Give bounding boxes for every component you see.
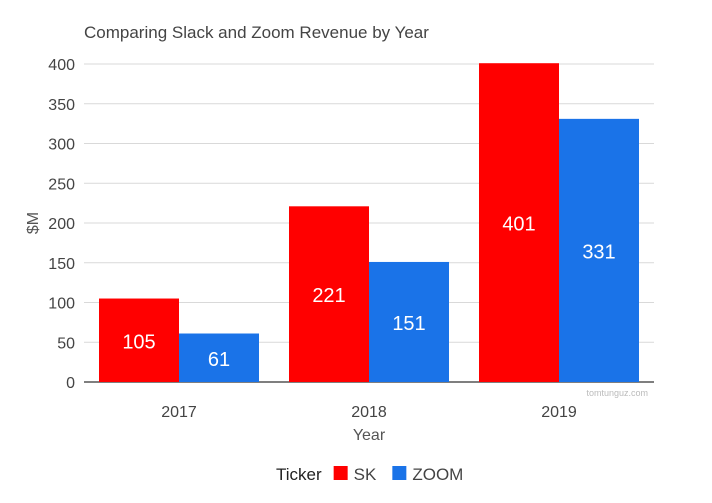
legend: Ticker SK ZOOM xyxy=(276,465,463,484)
y-tick-label: 100 xyxy=(48,296,75,313)
x-tick-label: 2017 xyxy=(161,404,197,421)
x-tick-label: 2018 xyxy=(351,404,387,421)
y-tick-label: 250 xyxy=(48,176,75,193)
data-label: 331 xyxy=(582,241,615,263)
bar-zoom-2018 xyxy=(369,261,449,382)
data-label: 105 xyxy=(122,331,155,353)
y-tick-label: 200 xyxy=(48,216,75,233)
y-tick-label: 150 xyxy=(48,256,75,273)
watermark: tomtunguz.com xyxy=(586,388,648,398)
data-label: 401 xyxy=(502,214,535,236)
y-tick-label: 300 xyxy=(48,137,75,154)
bar-sk-2018 xyxy=(289,206,369,382)
legend-title: Ticker xyxy=(276,465,322,484)
x-tick-label: 2019 xyxy=(541,404,577,421)
y-tick-label: 400 xyxy=(48,57,75,74)
legend-label-sk: SK xyxy=(354,465,377,484)
x-axis-title: Year xyxy=(353,427,386,444)
legend-label-zoom: ZOOM xyxy=(412,465,463,484)
bar-zoom-2019 xyxy=(559,118,639,382)
legend-swatch-zoom xyxy=(392,466,407,480)
bar-sk-2017 xyxy=(99,298,179,382)
legend-swatch-sk xyxy=(333,466,348,480)
y-tick-label: 50 xyxy=(57,335,75,352)
data-label: 151 xyxy=(392,313,425,335)
y-axis-title: $M xyxy=(25,212,42,234)
data-label: 221 xyxy=(312,285,345,307)
bar-zoom-2017 xyxy=(179,333,259,382)
chart-title: Comparing Slack and Zoom Revenue by Year xyxy=(84,23,429,42)
y-tick-label: 0 xyxy=(66,375,75,392)
bar-sk-2019 xyxy=(479,63,559,382)
data-label: 61 xyxy=(208,349,230,371)
y-tick-label: 350 xyxy=(48,97,75,114)
